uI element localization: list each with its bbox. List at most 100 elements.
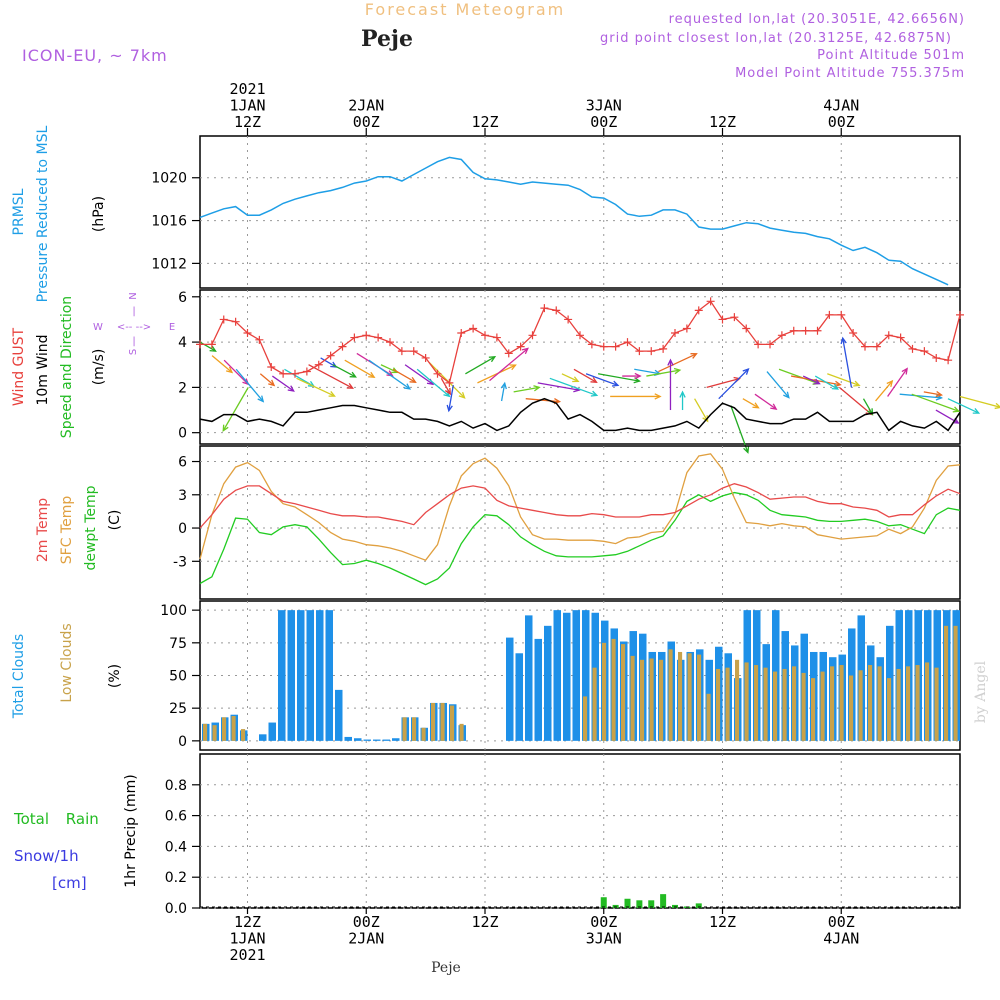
- wind-arrow: [465, 356, 497, 375]
- wind-arrow: [404, 364, 435, 386]
- gust-marker: [433, 369, 442, 378]
- low-cloud-bar: [697, 654, 702, 741]
- gust-marker: [528, 331, 537, 340]
- top-tick-label: 12Z: [234, 113, 261, 131]
- low-cloud-bar: [754, 665, 759, 741]
- ytick-label: 1020: [151, 171, 187, 187]
- wind-arrow-head: [994, 402, 1000, 410]
- wind-panel: 0 2 4 6 Wind GUST 10m Wind Speed and Direct…: [11, 289, 1000, 454]
- ytick-label: 0: [178, 521, 187, 537]
- wind-arrow: [428, 362, 466, 399]
- requested-coords: requested lon,lat (20.3051E, 42.6656N): [669, 12, 965, 27]
- low-cloud-bar: [934, 667, 939, 741]
- gust-marker: [694, 306, 703, 315]
- rain-bar: [672, 904, 678, 908]
- gridpoint-coords: grid point closest lon,lat (20.3125E, 42…: [600, 31, 952, 46]
- gust-markers: [196, 297, 964, 387]
- wind-arrow-head: [209, 345, 217, 352]
- bottom-tick-label: 2JAN: [348, 930, 384, 948]
- gust-marker: [219, 315, 228, 324]
- wind-arrow-head: [752, 402, 760, 409]
- gust-marker: [777, 331, 786, 340]
- wind-arrow-shaft: [222, 387, 249, 432]
- low-cloud-bar: [887, 678, 892, 741]
- gust-marker: [552, 306, 561, 315]
- wind-arrow: [573, 368, 598, 384]
- low-cloud-bar: [583, 696, 588, 741]
- wind-arrow-head: [521, 347, 529, 355]
- wind-arrow-shaft: [416, 368, 450, 397]
- wind-arrow: [446, 385, 454, 413]
- gust-label: Wind GUST: [11, 327, 27, 406]
- compass-s-line: |: [132, 336, 135, 347]
- total-cloud-bar: [363, 739, 371, 741]
- total-cloud-bar: [354, 738, 362, 741]
- low-cloud-bar: [782, 668, 787, 741]
- wind-arrow-head: [287, 385, 295, 392]
- bottom-tick-label: 00Z: [828, 913, 855, 931]
- ytick-label: 0: [178, 426, 187, 442]
- temp-frame: [199, 445, 961, 600]
- low-cloud-bar: [602, 642, 607, 741]
- low-cloud-bar: [630, 655, 635, 741]
- total-cloud-bar: [572, 610, 580, 741]
- wind-arrow: [513, 385, 541, 393]
- compass-n-line: |: [132, 306, 135, 317]
- wind-arrow-head: [831, 383, 840, 390]
- credit-watermark: by Angel: [973, 660, 989, 723]
- wind-unit: (m/s): [91, 349, 107, 386]
- precip-ylabel: 1hr Precip (mm): [123, 774, 139, 887]
- rain-bar: [660, 894, 667, 908]
- clouds-yticks: 0 25 50 75 100: [160, 603, 200, 750]
- gust-marker: [196, 340, 204, 349]
- wind-arrow-head: [935, 391, 944, 398]
- compass-e: E: [169, 322, 175, 333]
- model-altitude: Model Point Altitude 755.375m: [735, 66, 965, 81]
- low-cloud-bar: [222, 717, 227, 741]
- wind-arrow-head: [509, 364, 517, 371]
- precip-panel: 0.00.20.40.60.8 Total Rain Snow/1h [cm] …: [13, 753, 961, 917]
- gust-marker: [920, 347, 929, 356]
- wind-arrow-head: [368, 371, 376, 378]
- bottom-tick-label: 1JAN: [229, 930, 265, 948]
- bottom-tick-label: 00Z: [353, 913, 380, 931]
- wind-arrow-head: [226, 366, 234, 374]
- gust-marker: [896, 333, 905, 342]
- gust-marker: [504, 349, 513, 358]
- bottom-tick-label: 00Z: [590, 913, 617, 931]
- wind-arrow-shaft: [923, 391, 942, 396]
- wind-arrow-shaft: [597, 373, 640, 382]
- sfc-temp-label: SFC Temp: [59, 496, 75, 565]
- low-cloud-bar: [839, 665, 844, 741]
- pressure-line: [199, 156, 949, 286]
- low-cloud-bar: [592, 667, 597, 741]
- gust-marker: [338, 342, 347, 351]
- low-cloud-bar: [687, 653, 692, 741]
- gust-marker: [374, 333, 383, 342]
- low-cloud-bar: [773, 671, 778, 741]
- wind-arrow-shaft: [380, 364, 398, 373]
- ytick-label: 0.2: [165, 870, 187, 886]
- wind-arrow: [840, 336, 853, 388]
- low-cloud-bar: [678, 651, 683, 741]
- pressure-unit: (hPa): [91, 196, 107, 232]
- gust-marker: [944, 356, 953, 365]
- low-cloud-bar: [858, 670, 863, 741]
- gust-marker: [671, 329, 679, 338]
- wind-arrow: [959, 395, 1000, 410]
- wind-arrow: [308, 364, 355, 389]
- wind-arrow-shaft: [959, 395, 1000, 408]
- prmsl-label: PRMSL: [11, 188, 27, 235]
- wind-arrow-shaft: [875, 380, 893, 402]
- low-cloud-bar: [440, 702, 445, 741]
- precip-yticks: 0.0 0.2 0.4 0.6 0.8: [165, 778, 200, 917]
- wind-arrow-shaft: [887, 368, 908, 397]
- wind-arrow-head: [488, 356, 497, 363]
- wind-arrow-shaft: [500, 383, 506, 402]
- bottom-tick-label: 12Z: [709, 913, 736, 931]
- gust-marker: [350, 333, 359, 342]
- wind-arrow: [887, 367, 908, 397]
- bottom-tick-label: 3JAN: [586, 930, 622, 948]
- temp-yticks: -3 0 3 6: [173, 455, 200, 570]
- clouds-panel: 0 25 50 75 100 Total Clouds Low Clouds (%) b…: [11, 600, 989, 751]
